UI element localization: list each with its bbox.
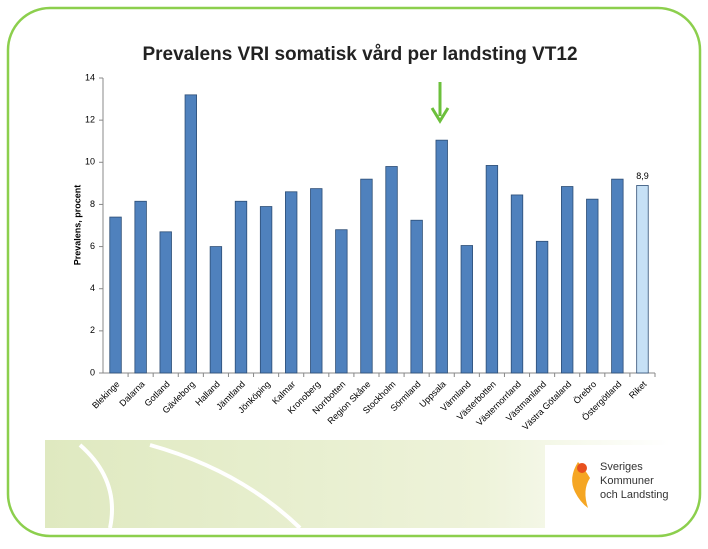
footer-decor: [78, 443, 302, 530]
bar: [209, 246, 223, 374]
logo-dot: [577, 463, 587, 473]
bar: [335, 229, 348, 374]
bar: [636, 185, 649, 374]
y-tick-label: 14: [85, 72, 95, 82]
bar: [109, 216, 122, 374]
logo-text: och Landsting: [600, 489, 669, 501]
y-tick-label: 10: [85, 157, 95, 167]
y-tick-label: 8: [90, 199, 95, 209]
logo-area: [545, 445, 670, 528]
y-tick-label: 12: [85, 115, 95, 125]
bar: [435, 139, 448, 374]
bar: [460, 245, 473, 374]
y-axis-label: Prevalens, procent: [72, 185, 82, 266]
y-tick-label: 4: [90, 283, 95, 293]
logo-text: Sveriges: [600, 461, 643, 473]
bar: [184, 94, 197, 374]
chart-title: Prevalens VRI somatisk vård per landstin…: [142, 44, 577, 65]
logo-text: Kommuner: [600, 475, 654, 487]
slide-frame: [6, 6, 702, 538]
y-tick-label: 6: [90, 241, 95, 251]
bar: [310, 188, 323, 374]
y-tick-label: 0: [90, 367, 95, 377]
bar: [535, 240, 549, 374]
logo-mark: [572, 462, 590, 508]
bar: [285, 191, 298, 374]
bar: [385, 166, 398, 374]
y-tick-label: 2: [90, 325, 95, 335]
bar: [159, 231, 172, 374]
bar: [561, 186, 574, 374]
bar: [586, 198, 599, 374]
bar: [485, 165, 499, 374]
bar: [510, 194, 524, 374]
bar: [360, 178, 373, 374]
bar: [134, 200, 147, 374]
bar: [234, 200, 248, 374]
bar: [410, 219, 423, 374]
bar: [611, 178, 624, 374]
value-label: 8,9: [636, 171, 649, 181]
highlight-arrow: [430, 82, 450, 124]
bar: [259, 206, 273, 374]
